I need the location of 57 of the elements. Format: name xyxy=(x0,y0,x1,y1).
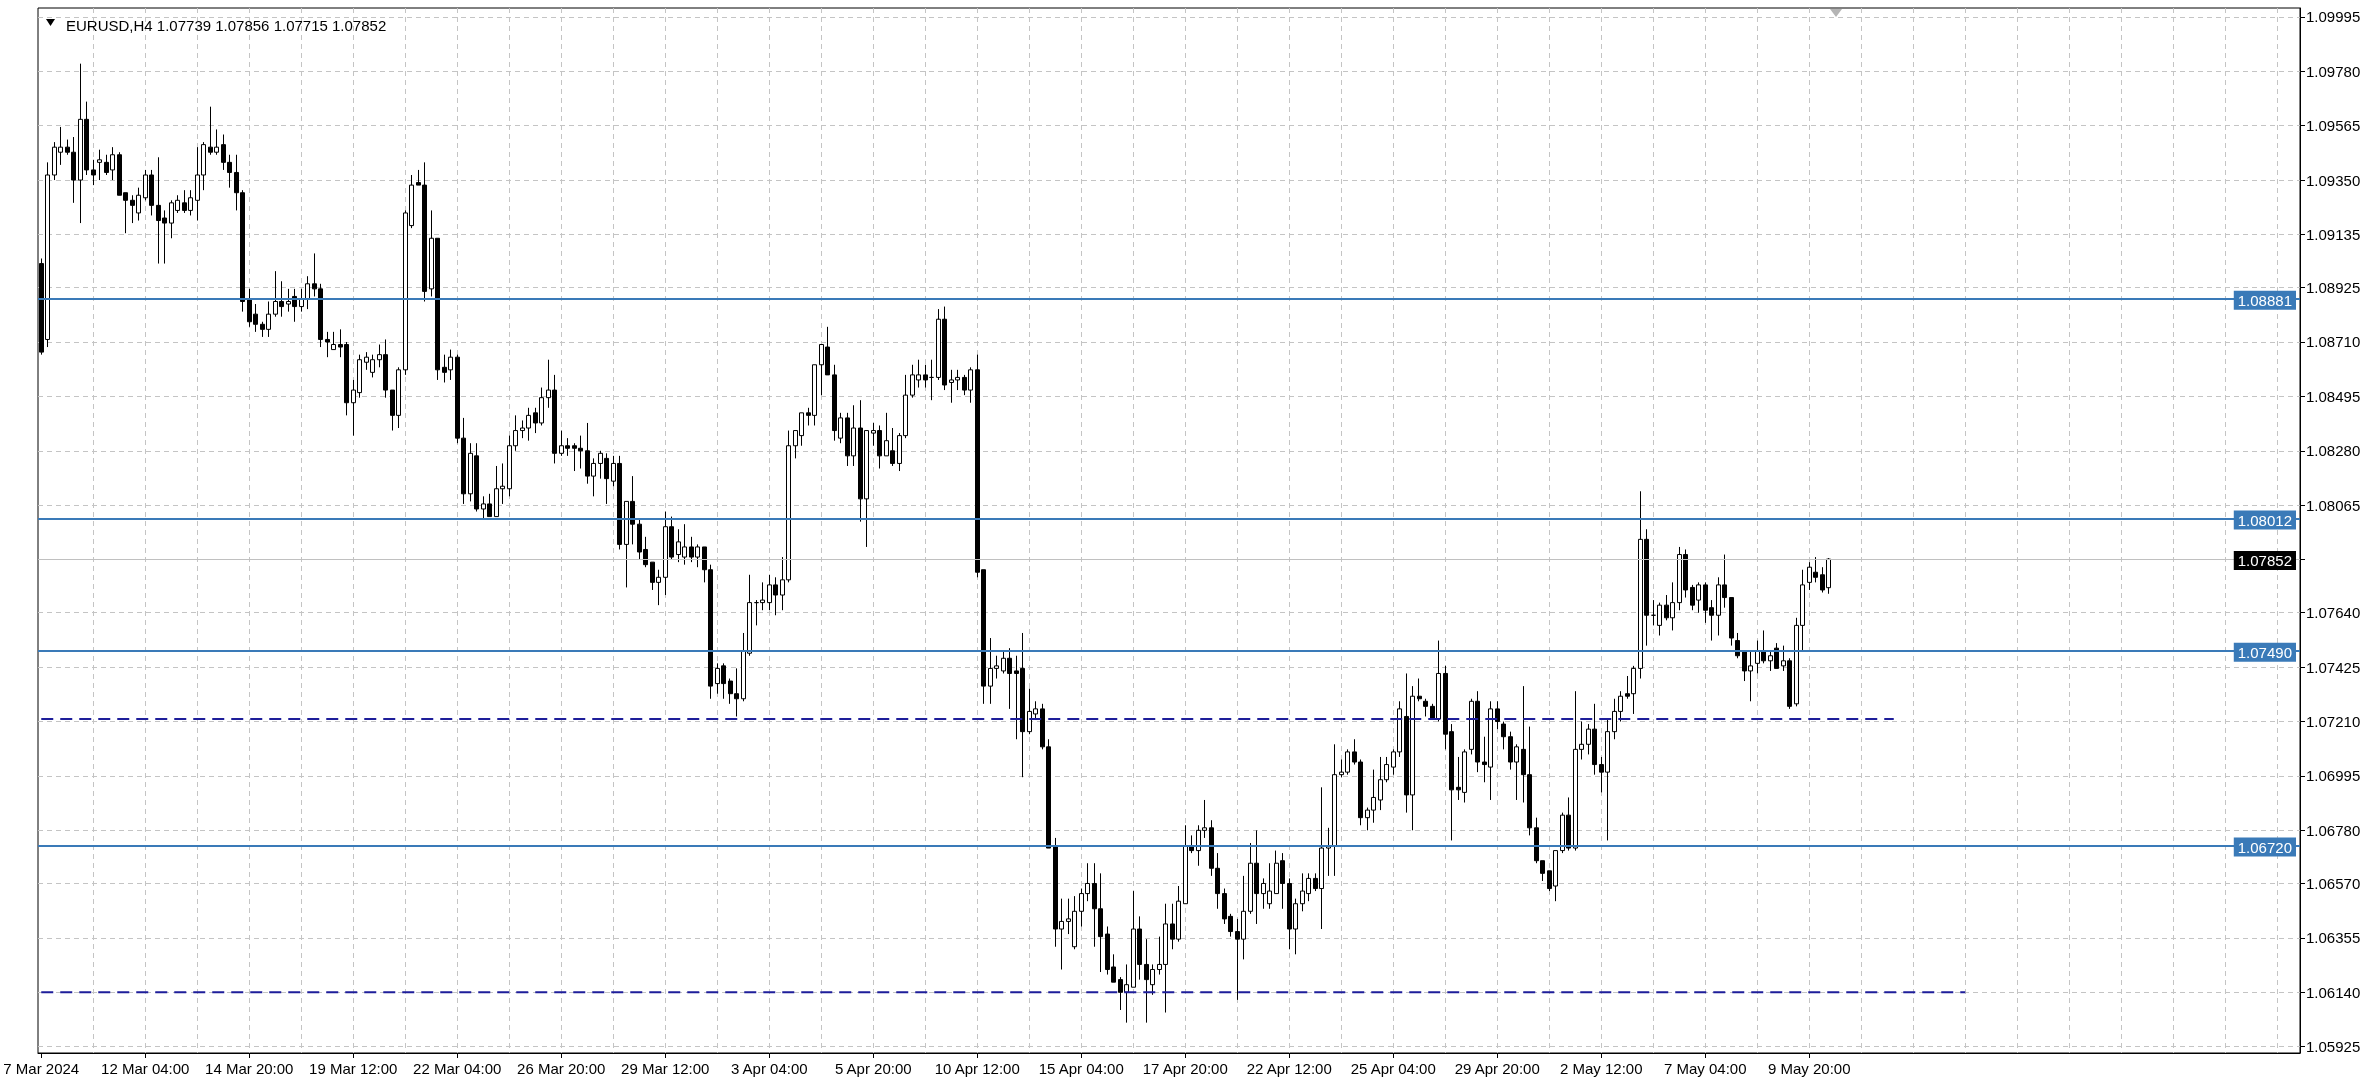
candlestick xyxy=(91,159,96,186)
x-tick-label: 12 Mar 04:00 xyxy=(101,1060,190,1077)
y-tick-label: 1.08280 xyxy=(2306,442,2361,460)
y-tick-label: 1.09135 xyxy=(2306,225,2361,243)
x-tick-label: 7 Mar 2024 xyxy=(3,1060,80,1077)
ref-line-label: 1.08881 xyxy=(2237,291,2292,309)
ref-line-label: 1.08012 xyxy=(2237,511,2292,529)
candlestick xyxy=(923,364,928,389)
ref-line-label: 1.06720 xyxy=(2237,838,2292,856)
x-tick-label: 17 Apr 20:00 xyxy=(1142,1060,1228,1077)
y-tick-label: 1.08925 xyxy=(2306,279,2361,297)
candlestick xyxy=(1729,597,1734,647)
y-tick-label: 1.06140 xyxy=(2306,983,2361,1001)
ref-line-label: 1.07490 xyxy=(2237,643,2292,661)
x-tick-label: 22 Mar 04:00 xyxy=(413,1060,502,1077)
y-tick-label: 1.09995 xyxy=(2306,8,2361,26)
x-tick-label: 26 Mar 20:00 xyxy=(517,1060,606,1077)
x-tick-label: 7 May 04:00 xyxy=(1663,1060,1747,1077)
candlestick xyxy=(1332,743,1337,877)
y-tick-label: 1.06570 xyxy=(2306,874,2361,892)
x-tick-label: 29 Mar 12:00 xyxy=(621,1060,710,1077)
candlestick xyxy=(929,359,934,401)
y-tick-label: 1.08710 xyxy=(2306,333,2361,351)
text: EURUSD,H4 1.07739 1.07856 1.07715 1.07852 xyxy=(66,17,387,34)
y-tick-label: 1.06780 xyxy=(2306,821,2361,839)
y-tick-label: 1.09565 xyxy=(2306,117,2361,135)
x-tick-label: 25 Apr 04:00 xyxy=(1350,1060,1436,1077)
candlestick xyxy=(1495,700,1500,730)
y-tick-label: 1.07640 xyxy=(2306,604,2361,622)
x-tick-label: 3 Apr 04:00 xyxy=(730,1060,808,1077)
y-tick-label: 1.08495 xyxy=(2306,387,2361,405)
x-tick-label: 14 Mar 20:00 xyxy=(205,1060,294,1077)
y-tick-label: 1.09350 xyxy=(2306,171,2361,189)
candlestick xyxy=(299,288,304,313)
y-tick-label: 1.07425 xyxy=(2306,658,2361,676)
candlestick xyxy=(331,331,336,351)
ref-line-label: 1.07852 xyxy=(2237,552,2292,570)
candlestick xyxy=(325,331,330,358)
x-tick-label: 22 Apr 12:00 xyxy=(1246,1060,1332,1077)
y-tick-label: 1.08065 xyxy=(2306,496,2361,514)
x-tick-label: 2 May 12:00 xyxy=(1559,1060,1643,1077)
y-tick-label: 1.09780 xyxy=(2306,62,2361,80)
x-tick-label: 29 Apr 20:00 xyxy=(1454,1060,1540,1077)
x-tick-label: 5 Apr 20:00 xyxy=(834,1060,912,1077)
candlestick xyxy=(97,149,102,181)
x-tick-label: 10 Apr 12:00 xyxy=(934,1060,1020,1077)
x-tick-label: 9 May 20:00 xyxy=(1767,1060,1851,1077)
candlestick xyxy=(1417,678,1422,702)
candlestick xyxy=(1423,698,1428,717)
y-tick-label: 1.06355 xyxy=(2306,929,2361,947)
y-tick-label: 1.07210 xyxy=(2306,713,2361,731)
candlestick xyxy=(1501,721,1506,750)
y-tick-label: 1.05925 xyxy=(2306,1038,2361,1056)
x-tick-label: 15 Apr 04:00 xyxy=(1038,1060,1124,1077)
candlestick xyxy=(305,275,310,310)
x-tick-label: 19 Mar 12:00 xyxy=(309,1060,398,1077)
y-tick-label: 1.06995 xyxy=(2306,767,2361,785)
